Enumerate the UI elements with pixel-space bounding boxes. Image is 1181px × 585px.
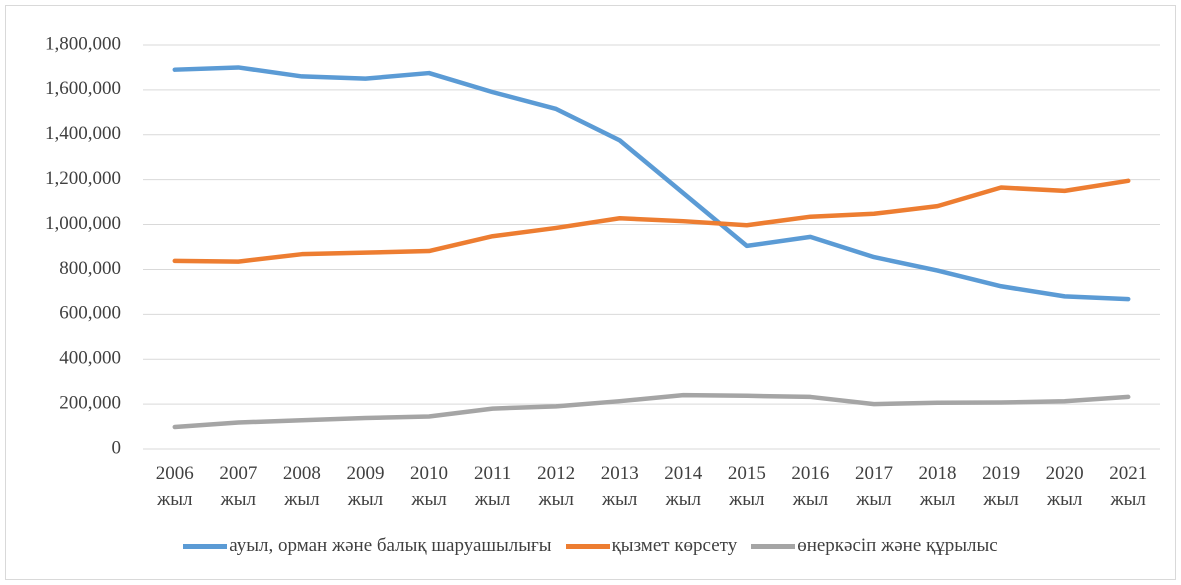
y-tick-label: 600,000 xyxy=(59,303,121,324)
legend-swatch xyxy=(751,543,796,549)
x-tick-label: 2009 жыл xyxy=(346,463,385,510)
x-tick-label: 2017 жыл xyxy=(854,463,893,510)
chart-border xyxy=(5,5,1176,580)
x-tick-label: 2016 жыл xyxy=(791,463,830,510)
y-tick-label: 0 xyxy=(112,437,122,458)
legend-swatch xyxy=(183,543,228,549)
y-tick-label: 1,200,000 xyxy=(45,168,121,189)
legend-item: ауыл, орман және балық шаруашылығы xyxy=(183,535,552,557)
x-tick-label: 2012 жыл xyxy=(537,463,576,510)
legend-item: қызмет көрсету xyxy=(565,535,738,557)
y-tick-label: 800,000 xyxy=(59,258,121,279)
x-tick-label: 2006 жыл xyxy=(155,463,194,510)
x-tick-label: 2015 жыл xyxy=(727,463,766,510)
series-line xyxy=(172,65,1131,302)
legend-item: өнеркәсіп және құрылыс xyxy=(751,535,998,557)
y-tick-label: 200,000 xyxy=(59,392,121,413)
y-tick-label: 1,400,000 xyxy=(45,123,121,144)
y-tick-label: 1,800,000 xyxy=(45,33,121,54)
x-tick-label: 2021 жыл xyxy=(1109,463,1148,510)
legend-label: қызмет көрсету xyxy=(611,535,738,556)
x-tick-label: 2011 жыл xyxy=(473,463,512,510)
x-tick-label: 2008 жыл xyxy=(282,463,321,510)
x-tick-label: 2010 жыл xyxy=(410,463,449,510)
x-tick-label: 2013 жыл xyxy=(600,463,639,510)
series-line xyxy=(172,178,1131,264)
x-tick-label: 2020 жыл xyxy=(1045,463,1084,510)
x-tick-label: 2018 жыл xyxy=(918,463,957,510)
series-line xyxy=(172,392,1131,430)
legend: ауыл, орман және балық шаруашылығы қызмет… xyxy=(0,535,1181,557)
x-tick-label: 2007 жыл xyxy=(219,463,258,510)
legend-label: өнеркәсіп және құрылыс xyxy=(797,535,998,556)
x-tick-label: 2019 жыл xyxy=(982,463,1021,510)
x-tick-label: 2014 жыл xyxy=(664,463,703,510)
legend-label: ауыл, орман және балық шаруашылығы xyxy=(229,535,552,556)
y-tick-label: 1,600,000 xyxy=(45,78,121,99)
legend-swatch xyxy=(565,543,610,549)
y-tick-label: 400,000 xyxy=(59,348,121,369)
y-tick-label: 1,000,000 xyxy=(45,213,121,234)
